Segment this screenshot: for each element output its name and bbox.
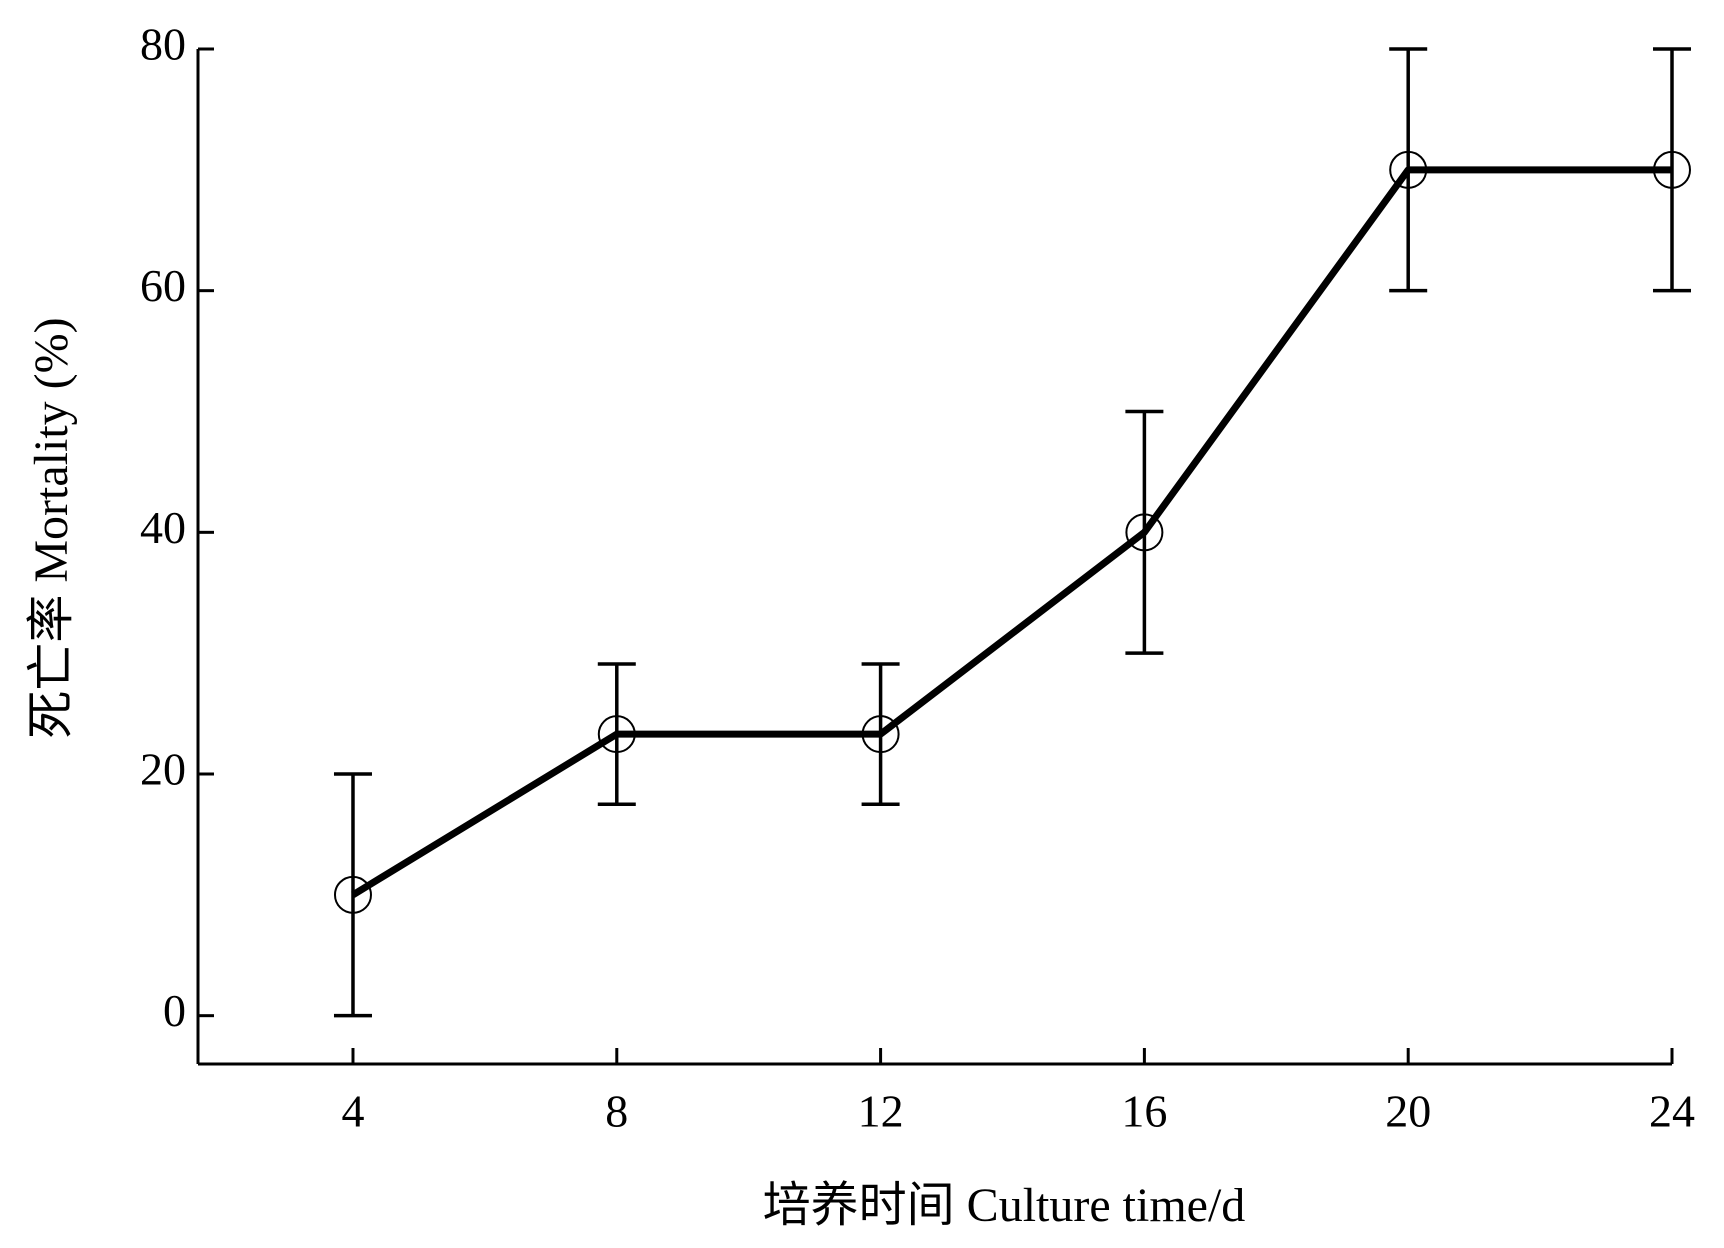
x-tick-label: 4 [341, 1086, 364, 1137]
data-line [351, 166, 1672, 898]
marker [1389, 150, 1428, 189]
y-tick-label: 60 [140, 260, 186, 311]
x-tick-label: 24 [1649, 1086, 1695, 1137]
y-tick-label: 0 [163, 985, 186, 1036]
y-axis-label: 死亡率 Mortality (%) [25, 317, 78, 738]
y-tick-label: 40 [140, 502, 186, 553]
x-tick-label: 16 [1121, 1086, 1167, 1137]
marker [597, 715, 636, 754]
marker [333, 875, 372, 914]
y-tick-label: 20 [140, 744, 186, 795]
x-axis-label: 培养时间 Culture time/d [763, 1179, 1246, 1232]
x-tick-label: 12 [858, 1086, 904, 1137]
marker [1653, 150, 1691, 189]
x-tick-label: 20 [1385, 1086, 1431, 1137]
x-tick-label: 8 [605, 1086, 628, 1137]
error-bar [333, 772, 372, 1018]
y-tick-label: 80 [140, 19, 186, 70]
marker [861, 715, 900, 754]
marker [1125, 513, 1164, 552]
